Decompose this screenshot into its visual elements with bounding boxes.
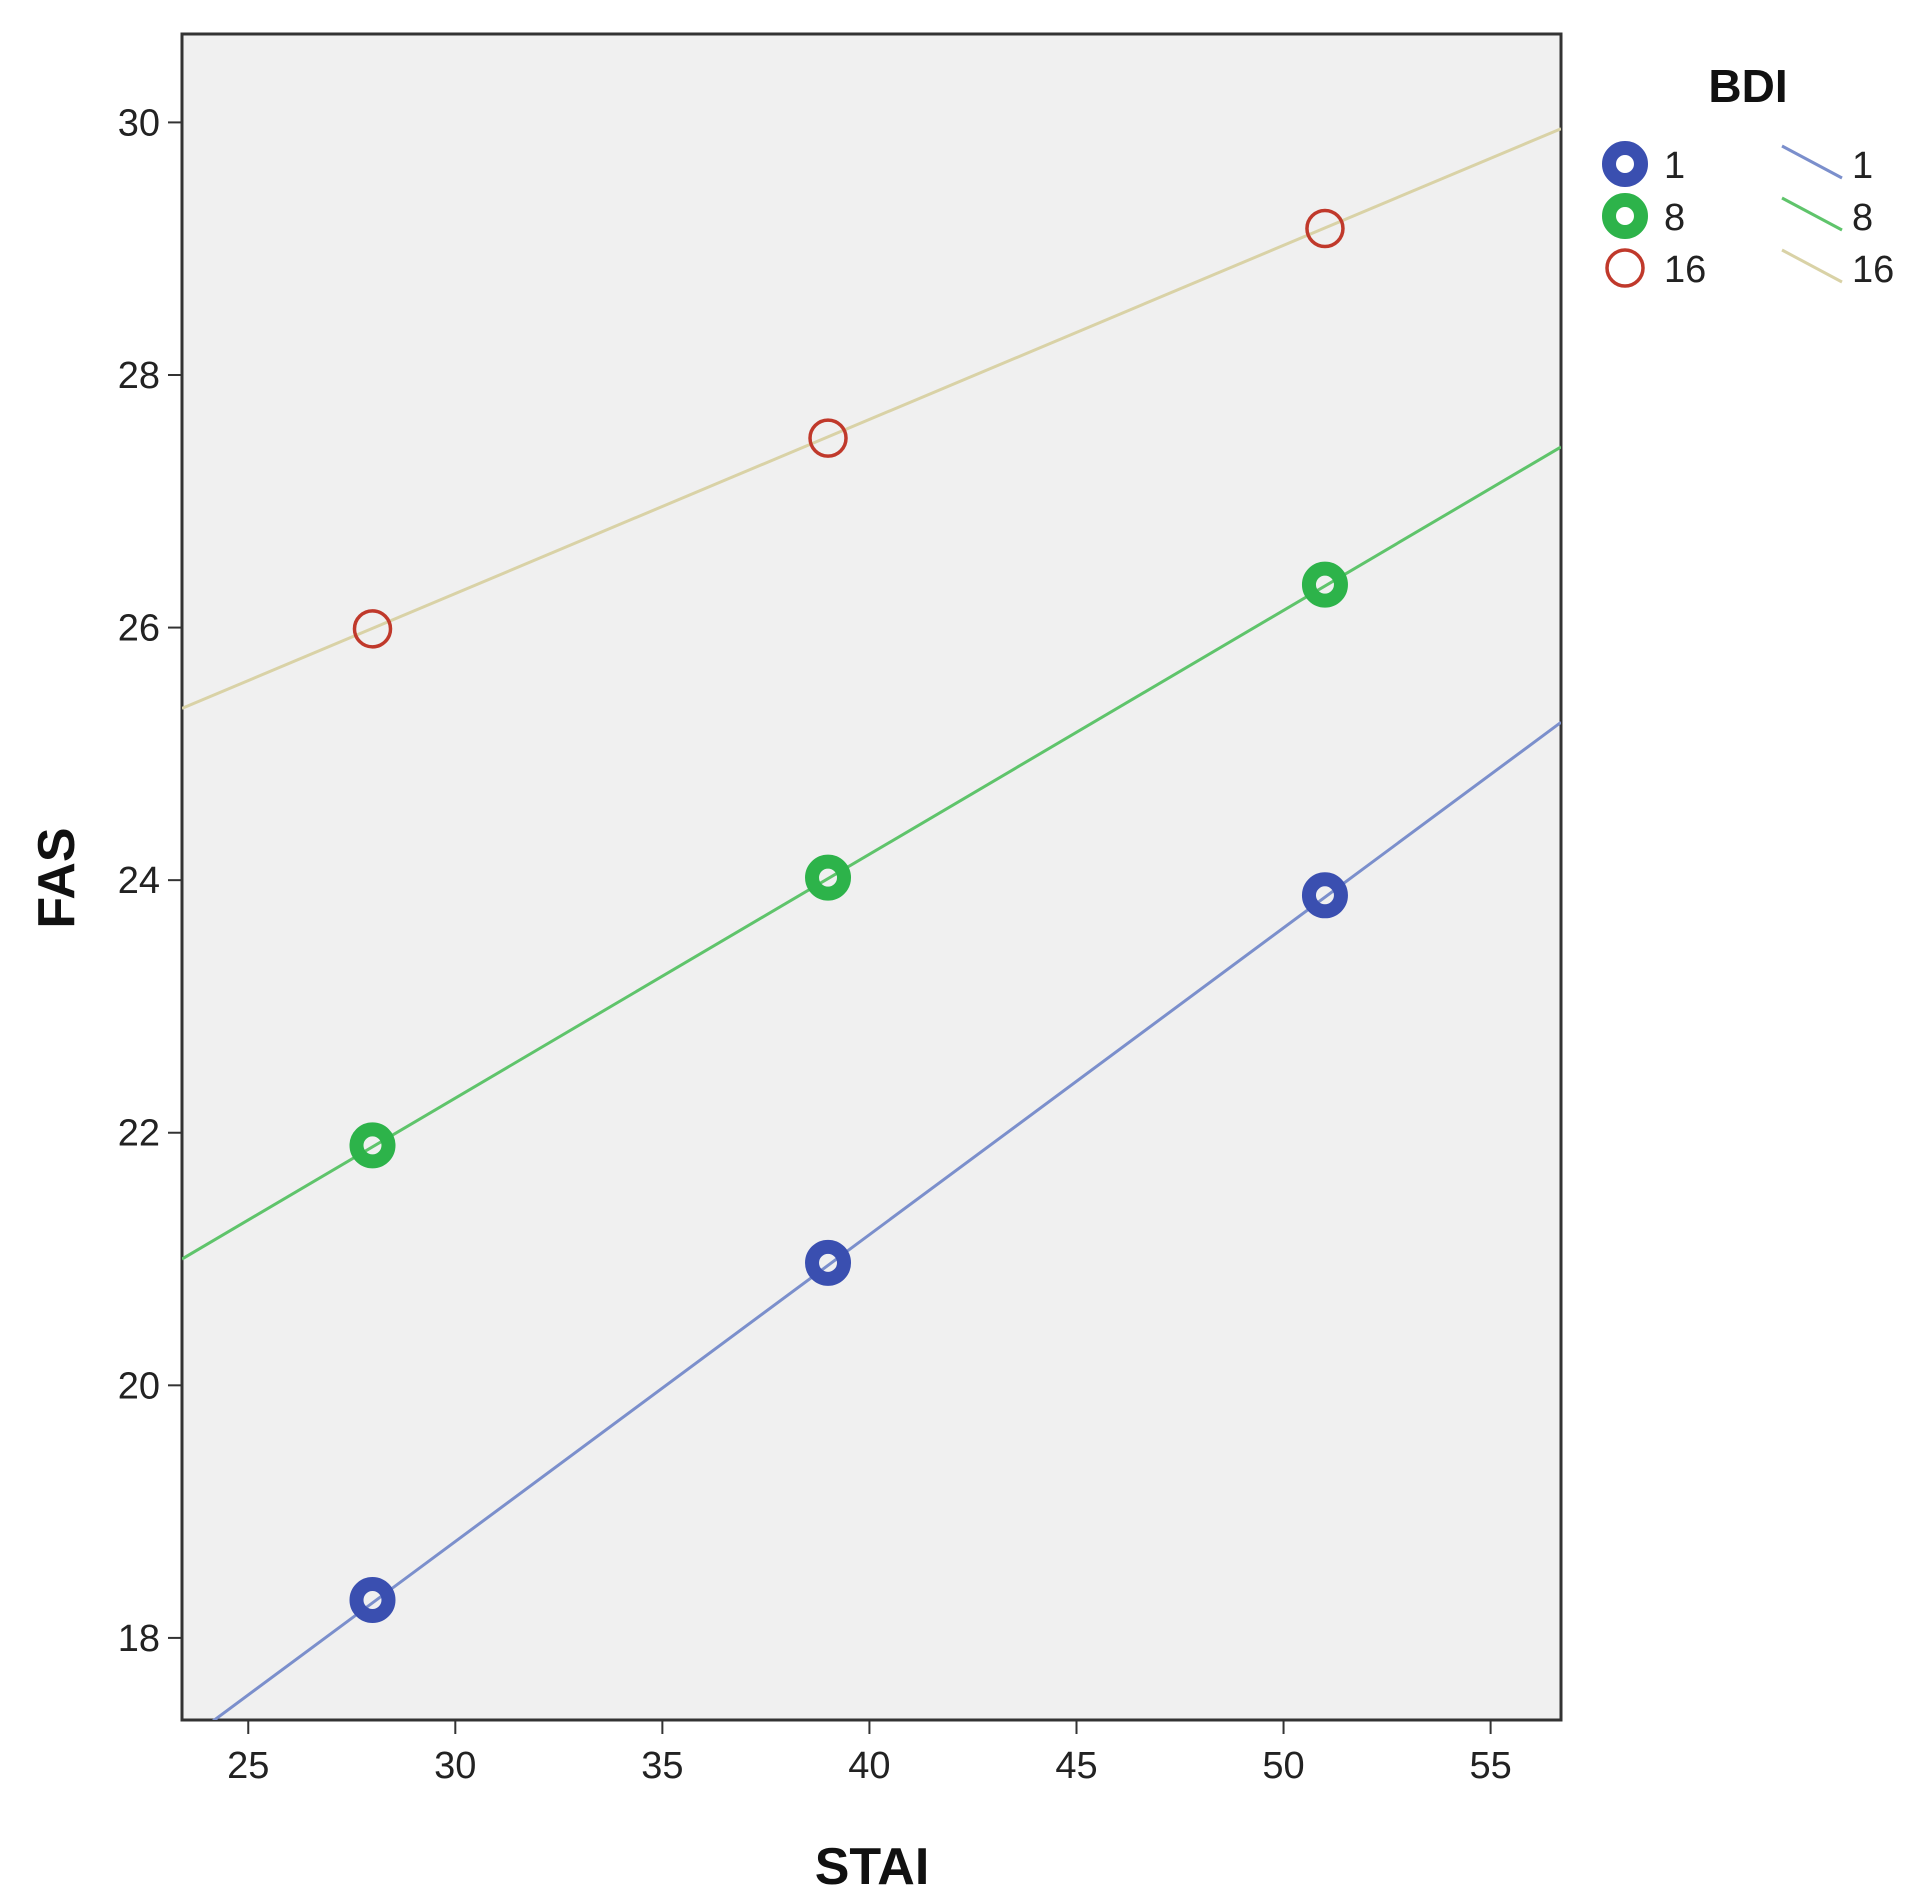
x-tick-label: 55 <box>1469 1745 1511 1787</box>
legend-marker-bdi-8 <box>1602 193 1648 239</box>
legend-marker-label: 8 <box>1664 197 1685 239</box>
legend-line-bdi-16 <box>1781 248 1843 284</box>
legend-marker-label: 16 <box>1664 249 1706 291</box>
data-point-bdi-1 <box>349 1577 396 1624</box>
data-point-bdi-16 <box>808 418 848 458</box>
data-point-bdi-1 <box>1301 872 1348 919</box>
legend-marker-bdi-1 <box>1602 141 1648 187</box>
legend: BDI 1 1 8 8 16 16 <box>1602 60 1894 291</box>
fit-line-bdi-16 <box>182 127 1561 710</box>
data-point-bdi-16 <box>1305 208 1345 249</box>
data-markers <box>349 208 1348 1624</box>
legend-line-label: 1 <box>1852 145 1873 187</box>
x-tick-label: 25 <box>227 1745 269 1787</box>
fit-lines <box>182 127 1561 1720</box>
y-axis: 18 20 22 24 26 28 30 <box>118 102 182 1660</box>
y-tick-label: 24 <box>118 860 160 902</box>
legend-line-label: 8 <box>1852 197 1873 239</box>
x-tick-label: 30 <box>434 1745 476 1787</box>
x-axis: 25 30 35 40 45 50 55 <box>227 1720 1512 1787</box>
data-point-bdi-8 <box>1301 561 1348 608</box>
x-tick-label: 50 <box>1262 1745 1304 1787</box>
legend-line-bdi-8 <box>1781 196 1843 232</box>
x-tick-label: 45 <box>1055 1745 1097 1787</box>
data-point-bdi-8 <box>349 1122 396 1169</box>
y-tick-label: 20 <box>118 1365 160 1407</box>
y-tick-label: 18 <box>118 1618 160 1660</box>
data-point-bdi-1 <box>805 1239 852 1286</box>
fit-line-bdi-8 <box>182 445 1561 1261</box>
data-point-bdi-8 <box>805 854 852 901</box>
y-tick-label: 28 <box>118 355 160 397</box>
legend-line-bdi-1 <box>1781 144 1843 180</box>
x-tick-label: 35 <box>641 1745 683 1787</box>
x-tick-label: 40 <box>848 1745 890 1787</box>
y-tick-label: 30 <box>118 102 160 144</box>
legend-marker-bdi-16 <box>1605 248 1645 288</box>
legend-title: BDI <box>1708 60 1787 112</box>
fit-line-bdi-1 <box>211 721 1561 1720</box>
y-axis-title: FAS <box>28 827 86 928</box>
legend-line-label: 16 <box>1852 249 1894 291</box>
x-axis-title: STAI <box>815 1838 930 1896</box>
y-tick-label: 26 <box>118 608 160 650</box>
data-point-bdi-16 <box>352 609 393 649</box>
legend-marker-label: 1 <box>1664 145 1685 187</box>
y-tick-label: 22 <box>118 1113 160 1155</box>
